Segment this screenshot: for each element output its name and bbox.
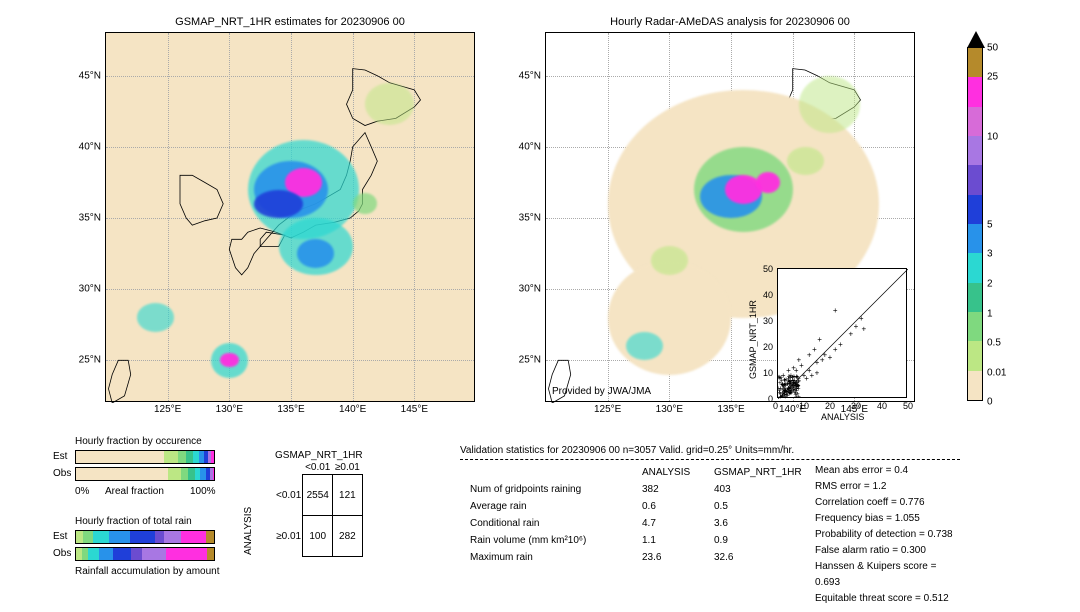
colorbar-tick: 0.5 — [982, 337, 1001, 348]
colorbar-tick: 0 — [982, 397, 993, 408]
colorbar-tick: 2 — [982, 279, 993, 290]
lat-tick: 45°N — [79, 70, 106, 81]
lon-tick: 125°E — [594, 401, 621, 415]
svg-text:+: + — [815, 369, 820, 378]
scatter-xlabel: ANALYSIS — [821, 412, 864, 422]
scatter-ylabel: GSMAP_NRT_1HR — [748, 279, 758, 379]
svg-text:+: + — [854, 322, 859, 331]
lon-tick: 125°E — [154, 401, 181, 415]
stat-line: Frequency bias = 1.055 — [815, 511, 960, 527]
colorbar-tick: 1 — [982, 308, 993, 319]
lon-tick: 145°E — [401, 401, 428, 415]
svg-text:+: + — [817, 335, 822, 344]
stat-line: Equitable threat score = 0.512 — [815, 591, 960, 607]
matrix-col-title: GSMAP_NRT_1HR — [275, 450, 363, 461]
svg-text:+: + — [797, 379, 801, 386]
colorbar-tick: 50 — [982, 43, 998, 54]
stat-line: RMS error = 1.2 — [815, 479, 960, 495]
matrix-row-title: ANALYSIS — [243, 485, 254, 555]
left-map: 25°N30°N35°N40°N45°N125°E130°E135°E140°E… — [105, 32, 475, 402]
lat-tick: 30°N — [79, 284, 106, 295]
lon-tick: 140°E — [339, 401, 366, 415]
svg-text:+: + — [791, 363, 796, 372]
colorbar-tick: 0.01 — [982, 367, 1006, 378]
lat-tick: 30°N — [519, 284, 546, 295]
colorbar: 00.010.51235102550 — [967, 47, 983, 401]
colorbar-tick: 5 — [982, 220, 993, 231]
svg-text:+: + — [796, 356, 801, 365]
obs-label: Obs — [53, 468, 71, 479]
svg-text:+: + — [859, 314, 864, 323]
lon-tick: 135°E — [717, 401, 744, 415]
svg-text:+: + — [822, 350, 827, 359]
lat-tick: 25°N — [79, 355, 106, 366]
svg-text:+: + — [783, 377, 787, 384]
colorbar-tick: 10 — [982, 131, 998, 142]
validation-title: Validation statistics for 20230906 00 n=… — [460, 445, 960, 456]
contingency-matrix: GSMAP_NRT_1HR<0.01≥0.01<0.012554121≥0.01… — [275, 450, 363, 461]
stat-line: Hanssen & Kuipers score = 0.693 — [815, 559, 960, 591]
svg-text:+: + — [833, 345, 838, 354]
svg-text:+: + — [833, 306, 838, 315]
svg-text:+: + — [778, 375, 781, 382]
lon-tick: 135°E — [277, 401, 304, 415]
lat-tick: 40°N — [519, 141, 546, 152]
left-map-title: GSMAP_NRT_1HR estimates for 20230906 00 — [105, 16, 475, 28]
lat-tick: 45°N — [519, 70, 546, 81]
lon-tick: 130°E — [216, 401, 243, 415]
lat-tick: 35°N — [519, 213, 546, 224]
lat-tick: 40°N — [79, 141, 106, 152]
totalrain-title: Hourly fraction of total rain — [75, 516, 192, 527]
right-map-title: Hourly Radar-AMeDAS analysis for 2023090… — [545, 16, 915, 28]
svg-text:+: + — [812, 345, 817, 354]
accumulation-title: Rainfall accumulation by amount — [75, 566, 220, 577]
colorbar-tick: 25 — [982, 72, 998, 83]
svg-text:+: + — [783, 386, 787, 393]
validation-stats: Validation statistics for 20230906 00 n=… — [460, 445, 960, 567]
lat-tick: 35°N — [79, 213, 106, 224]
scatter-inset: ++++++++++++++++++++++++++++++++++++++++… — [777, 268, 907, 398]
svg-text:+: + — [838, 340, 843, 349]
stat-line: Probability of detection = 0.738 — [815, 527, 960, 543]
occurrence-title: Hourly fraction by occurence — [75, 436, 202, 447]
stat-line: Mean abs error = 0.4 — [815, 463, 960, 479]
svg-text:+: + — [861, 324, 866, 333]
svg-text:+: + — [809, 371, 814, 380]
lon-tick: 130°E — [656, 401, 683, 415]
svg-text:+: + — [828, 353, 833, 362]
svg-text:+: + — [790, 386, 794, 393]
stat-line: False alarm ratio = 0.300 — [815, 543, 960, 559]
lat-tick: 25°N — [519, 355, 546, 366]
provider-label: Provided by JWA/JMA — [552, 386, 651, 397]
stat-line: Correlation coeff = 0.776 — [815, 495, 960, 511]
svg-text:+: + — [848, 330, 853, 339]
svg-text:+: + — [794, 394, 798, 399]
est-label: Est — [53, 451, 67, 462]
colorbar-tick: 3 — [982, 249, 993, 260]
